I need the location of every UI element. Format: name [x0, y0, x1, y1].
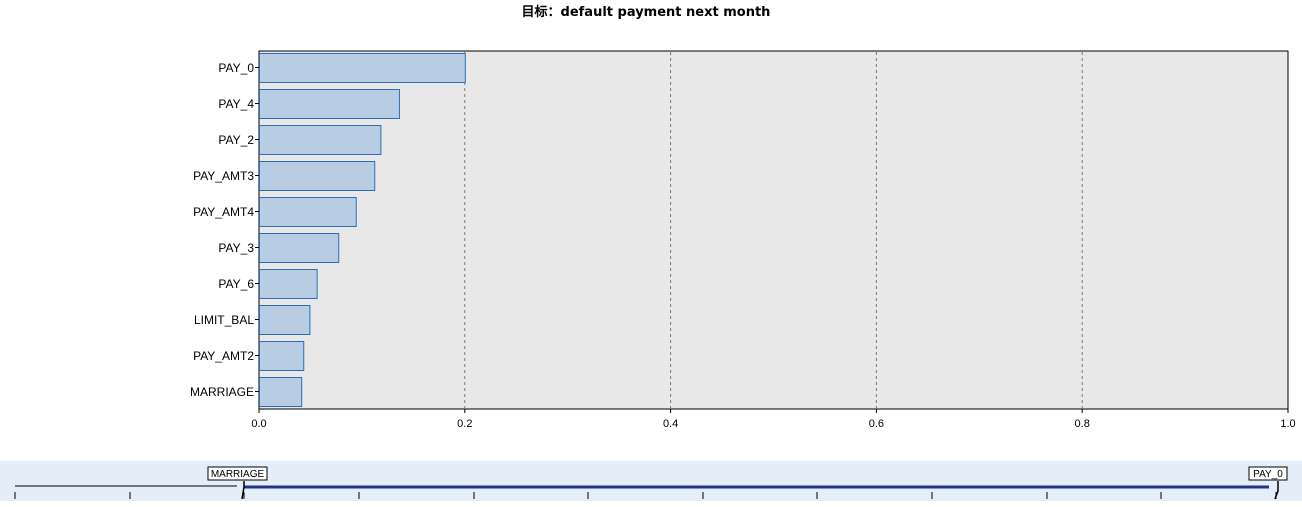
chart-title: 目标：default payment next month — [522, 4, 771, 20]
category-label: PAY_AMT3 — [193, 169, 254, 183]
slider-min-tag — [207, 466, 268, 481]
slider-min-handle[interactable] — [241, 481, 245, 500]
bar[interactable] — [259, 269, 318, 299]
bar[interactable] — [259, 89, 400, 119]
bar[interactable] — [259, 377, 303, 407]
slider-background — [0, 461, 1302, 501]
x-axis-ticks: 0.0 0.2 0.4 0.6 0.8 1.0 — [251, 409, 1296, 430]
category-label: PAY_2 — [218, 133, 254, 147]
bar[interactable] — [259, 161, 376, 191]
category-label: PAY_AMT4 — [193, 205, 254, 219]
category-label: PAY_6 — [218, 277, 254, 291]
bar[interactable] — [259, 305, 311, 335]
bar[interactable] — [259, 197, 357, 227]
category-label: MARRIAGE — [190, 385, 254, 399]
x-tick-label: 0.6 — [869, 418, 884, 430]
category-label: PAY_0 — [218, 61, 254, 75]
bar[interactable] — [259, 233, 340, 263]
category-label: PAY_3 — [218, 241, 254, 255]
x-tick-label: 0.4 — [663, 418, 678, 430]
x-tick-label: 0.0 — [251, 418, 266, 430]
grid-lines — [464, 52, 1083, 408]
x-tick-label: 0.8 — [1075, 418, 1090, 430]
x-tick-label: 0.2 — [457, 418, 472, 430]
slider-max-tag — [1248, 466, 1288, 481]
plot-area — [258, 50, 1289, 410]
category-label: PAY_4 — [218, 97, 254, 111]
category-labels: PAY_0 PAY_4 PAY_2 PAY_AMT3 PAY_AMT4 PAY_3 PAY_… — [190, 61, 259, 399]
range-slider[interactable]: MARRIAGE PAY_0 — [0, 461, 1302, 501]
slider-max-label: PAY_0 — [1253, 469, 1283, 480]
bar[interactable] — [259, 53, 466, 83]
bars — [259, 53, 466, 407]
bar[interactable] — [259, 341, 305, 371]
category-label: LIMIT_BAL — [194, 313, 254, 327]
x-tick-label: 1.0 — [1280, 418, 1295, 430]
category-label: PAY_AMT2 — [193, 349, 254, 363]
slider-min-label: MARRIAGE — [211, 469, 265, 480]
slider-max-handle[interactable] — [1274, 481, 1279, 500]
bar[interactable] — [259, 125, 382, 155]
